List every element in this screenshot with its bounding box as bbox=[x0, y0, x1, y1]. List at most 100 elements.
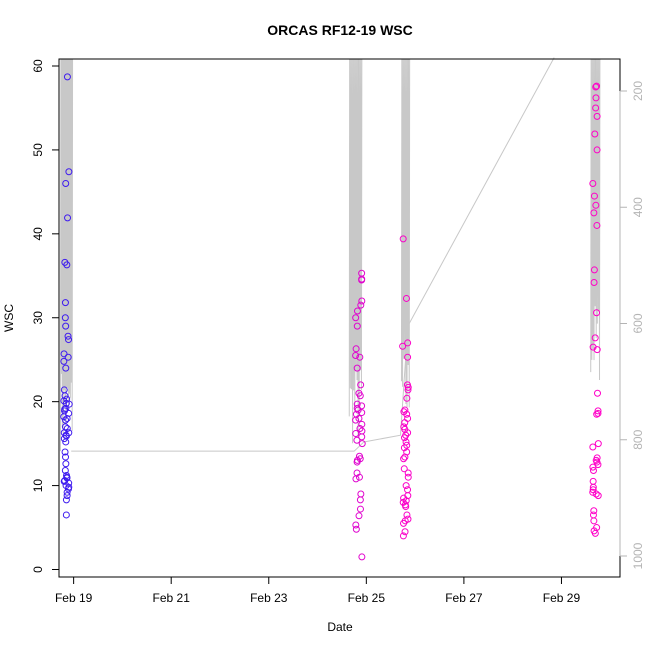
data-point-92 bbox=[356, 505, 364, 513]
data-point-138 bbox=[399, 532, 407, 540]
data-point-162 bbox=[589, 443, 597, 451]
data-point-31 bbox=[64, 214, 72, 222]
data-point-82 bbox=[358, 440, 366, 448]
data-point-65 bbox=[357, 381, 365, 389]
x-tick-label-4: Feb 27 bbox=[445, 591, 483, 605]
data-point-26 bbox=[62, 496, 70, 504]
data-point-169 bbox=[589, 477, 597, 485]
data-point-58 bbox=[353, 307, 361, 315]
data-point-108 bbox=[403, 410, 411, 418]
altitude-track bbox=[59, 57, 601, 452]
data-point-14 bbox=[61, 448, 69, 456]
y-tick-label-3: 30 bbox=[31, 311, 45, 325]
data-point-170 bbox=[589, 483, 597, 491]
x-tick-label-5: Feb 29 bbox=[543, 591, 581, 605]
secondary-y-axis: 200 400 600 800 1000 bbox=[619, 81, 645, 569]
data-point-25 bbox=[63, 492, 71, 500]
data-point-109 bbox=[404, 414, 412, 422]
data-point-75 bbox=[352, 416, 360, 424]
data-point-39 bbox=[60, 350, 68, 358]
data-point-59 bbox=[352, 314, 360, 322]
data-point-36 bbox=[62, 322, 70, 330]
x-tick-label-1: Feb 21 bbox=[153, 591, 191, 605]
data-point-57 bbox=[357, 301, 365, 309]
data-point-172 bbox=[589, 488, 597, 496]
data-point-28 bbox=[63, 73, 71, 81]
data-point-15 bbox=[62, 453, 70, 461]
data-point-100 bbox=[399, 342, 407, 350]
data-point-49 bbox=[62, 431, 70, 439]
y2-tick-label-1: 400 bbox=[631, 197, 645, 217]
y-tick-label-2: 20 bbox=[31, 395, 45, 409]
data-point-140 bbox=[592, 83, 600, 91]
data-point-61 bbox=[352, 345, 360, 353]
data-point-143 bbox=[593, 112, 601, 120]
data-point-6 bbox=[60, 413, 68, 421]
track-burst-2 bbox=[400, 58, 411, 408]
x-tick-label-2: Feb 23 bbox=[250, 591, 288, 605]
track-baseline bbox=[71, 57, 555, 452]
data-point-152 bbox=[590, 279, 598, 287]
data-point-29 bbox=[65, 168, 73, 176]
data-point-41 bbox=[60, 357, 68, 365]
data-point-150 bbox=[593, 221, 601, 229]
data-point-125 bbox=[402, 482, 410, 490]
data-point-81 bbox=[353, 436, 361, 444]
data-point-123 bbox=[404, 469, 412, 477]
data-point-43 bbox=[60, 386, 68, 394]
data-point-145 bbox=[593, 146, 601, 154]
y-tick-label-4: 40 bbox=[31, 227, 45, 241]
y2-tick-label-3: 800 bbox=[631, 429, 645, 449]
data-point-154 bbox=[591, 334, 599, 342]
y-axis: 0 10 20 30 40 50 60 bbox=[31, 59, 60, 573]
data-point-24 bbox=[63, 488, 71, 496]
y-tick-label-5: 50 bbox=[31, 143, 45, 157]
data-point-98 bbox=[402, 294, 410, 302]
data-point-86 bbox=[353, 458, 361, 466]
data-point-80 bbox=[358, 433, 366, 441]
data-point-46 bbox=[61, 405, 69, 413]
data-point-106 bbox=[401, 406, 409, 414]
data-point-104 bbox=[404, 386, 412, 394]
x-axis-label: Date bbox=[327, 620, 353, 634]
track-burst-0 bbox=[59, 58, 74, 452]
data-point-167 bbox=[589, 463, 597, 471]
data-point-151 bbox=[590, 266, 598, 274]
data-point-93 bbox=[355, 512, 363, 520]
data-point-91 bbox=[356, 496, 364, 504]
data-point-56 bbox=[358, 297, 366, 305]
y2-tick-label-0: 200 bbox=[631, 81, 645, 101]
data-point-13 bbox=[62, 438, 70, 446]
data-point-67 bbox=[356, 392, 364, 400]
data-point-122 bbox=[400, 465, 408, 473]
data-point-45 bbox=[65, 400, 73, 408]
data-point-159 bbox=[594, 409, 602, 417]
data-points bbox=[60, 73, 602, 561]
data-point-60 bbox=[353, 322, 361, 330]
data-point-17 bbox=[61, 466, 69, 474]
y-axis-label: WSC bbox=[2, 304, 16, 332]
data-point-174 bbox=[594, 492, 602, 500]
data-point-62 bbox=[352, 352, 360, 360]
data-point-132 bbox=[402, 503, 410, 511]
data-point-37 bbox=[64, 332, 72, 340]
y-tick-label-1: 10 bbox=[31, 479, 45, 493]
data-point-51 bbox=[60, 477, 68, 485]
data-point-27 bbox=[62, 511, 70, 519]
data-point-64 bbox=[353, 364, 361, 372]
data-point-76 bbox=[358, 420, 366, 428]
data-point-35 bbox=[61, 314, 69, 322]
data-point-147 bbox=[590, 192, 598, 200]
data-point-63 bbox=[356, 353, 364, 361]
data-point-38 bbox=[65, 336, 73, 344]
data-point-94 bbox=[352, 521, 360, 529]
data-point-161 bbox=[594, 440, 602, 448]
data-point-124 bbox=[404, 473, 412, 481]
data-point-30 bbox=[62, 179, 70, 187]
y2-tick-label-2: 600 bbox=[631, 313, 645, 333]
data-point-148 bbox=[592, 201, 600, 209]
data-point-176 bbox=[589, 511, 597, 519]
data-point-47 bbox=[63, 414, 71, 422]
x-axis: Feb 19 Feb 21 Feb 23 Feb 25 Feb 27 Feb 29 bbox=[55, 576, 581, 605]
